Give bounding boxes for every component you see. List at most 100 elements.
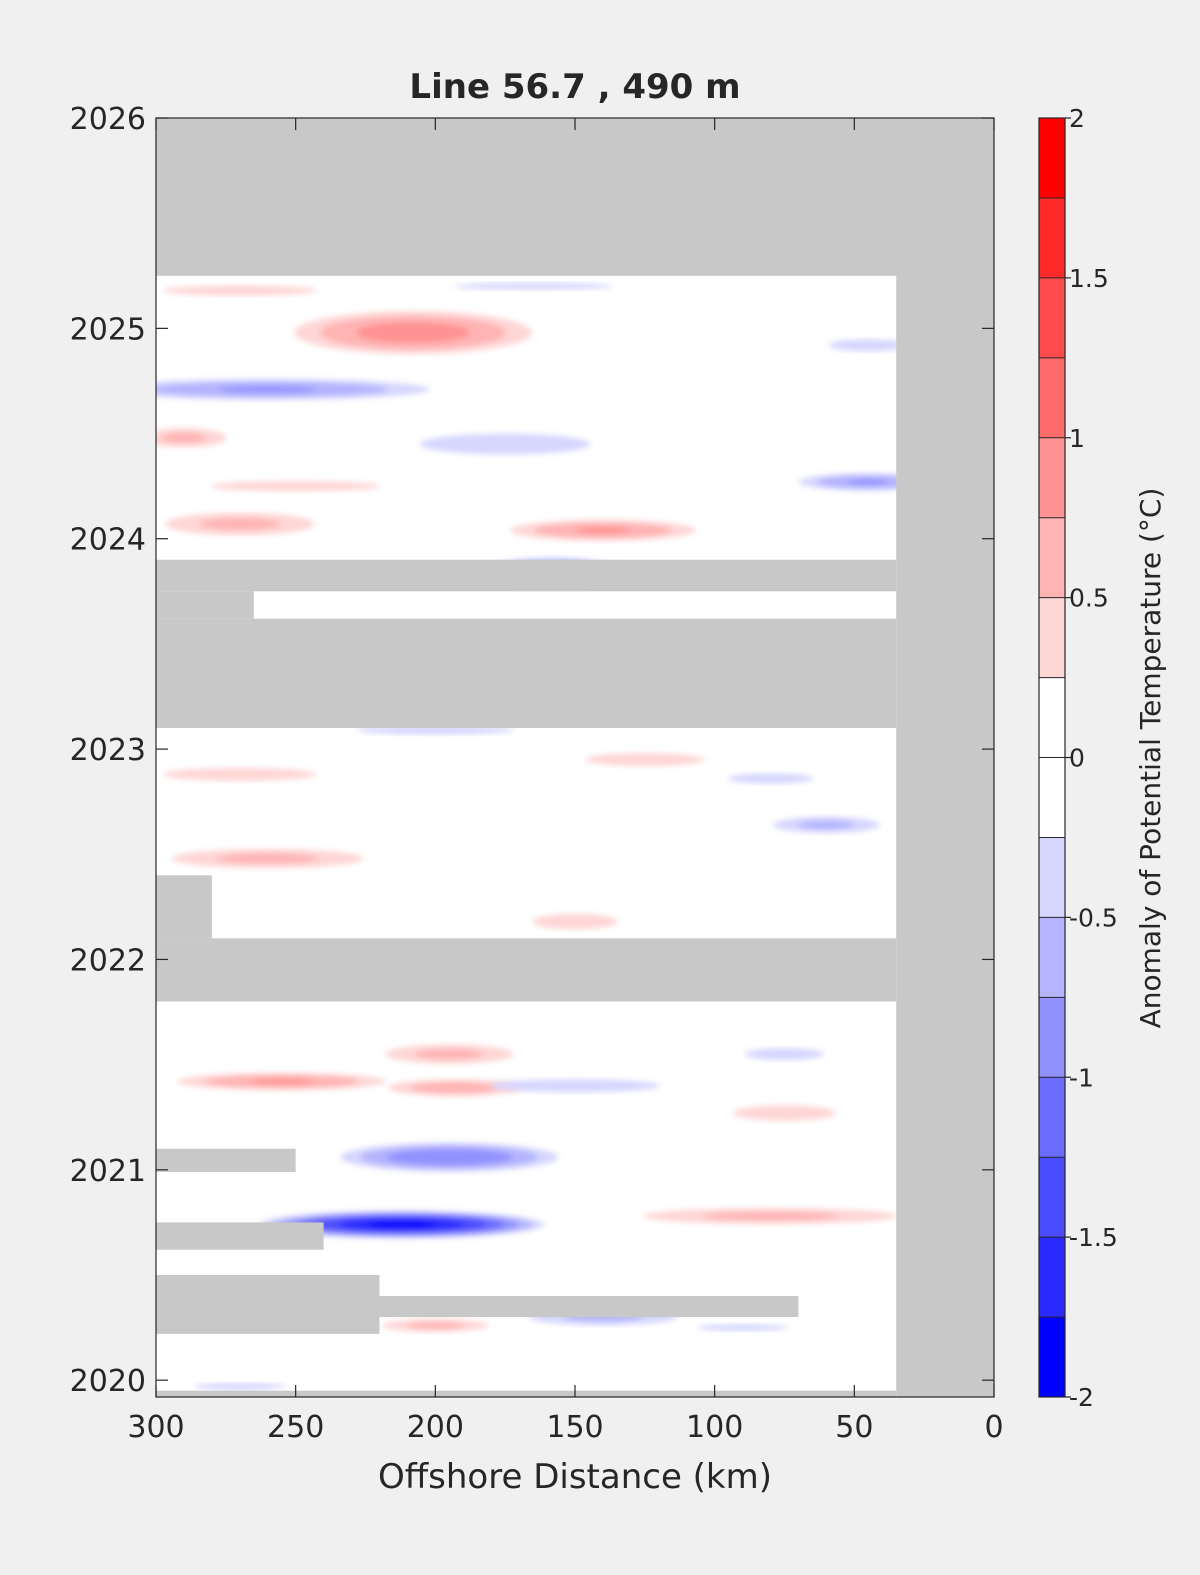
colorbar-swatch-6 [1039,597,1065,678]
no-data-region-5 [156,938,897,1002]
colorbar-label: Anomaly of Potential Temperature (°C) [1134,488,1167,1029]
colorbar-tick-label-8: -2 [1069,1383,1094,1412]
anomaly-feature-29 [194,1383,286,1390]
anomaly-level-25-2 [419,433,591,455]
y-tick-label-2: 2022 [70,943,146,978]
anomaly-level-15-2 [162,767,317,781]
anomaly-feature-3 [385,1044,514,1064]
no-data-region-11 [156,1390,897,1397]
y-tick-label-1: 2021 [70,1154,146,1189]
anomaly-level-24-2 [489,1079,661,1093]
colorbar-swatch-5 [1039,517,1065,598]
anomaly-feature-12 [162,285,317,296]
colorbar-tick-label-4: 0 [1069,744,1085,773]
anomaly-level-30-2 [696,1324,789,1332]
colorbar: 2 1.5 1 0.5 0 -0.5 -1 -1.5 -2 Anomaly of Potenti… [1038,104,1167,1412]
anomaly-feature-1 [510,519,696,541]
x-tick-labels: 300 250 200 150 100 50 0 [127,1410,1003,1445]
x-tick-label-4: 100 [686,1410,743,1445]
plot-area [155,117,995,1398]
anomaly-level-27-2 [727,773,814,784]
anomaly-feature-5 [387,1079,523,1097]
anomaly-feature-2 [165,512,315,536]
anomaly-feature-0 [294,311,532,355]
anomaly-level-12-2 [162,285,317,296]
anomaly-feature-28 [453,282,613,290]
no-data-region-1 [896,118,994,1397]
anomaly-level-3-3 [415,1048,484,1060]
anomaly-feature-22 [828,339,908,352]
colorbar-swatches [1039,118,1065,1397]
anomaly-feature-4 [177,1072,386,1091]
colorbar-tick-label-5: -0.5 [1069,903,1118,932]
anomaly-feature-27 [727,773,814,784]
anomaly-level-2-3 [199,517,280,531]
anomaly-level-14-2 [210,480,382,492]
x-tick-label-5: 50 [835,1410,873,1445]
anomaly-level-9-3 [406,1322,464,1329]
no-data-region-3 [156,559,897,592]
colorbar-swatch-9 [1039,837,1065,918]
anomaly-feature-24 [489,1079,661,1093]
anomaly-level-21-3 [797,820,855,830]
anomaly-feature-26 [744,1048,825,1061]
y-tick-label-0: 2020 [70,1364,146,1399]
x-tick-label-6: 0 [984,1410,1003,1445]
anomaly-feature-6 [171,848,364,869]
colorbar-swatch-11 [1039,997,1065,1078]
chart-title: Line 56.7 , 490 m [409,67,740,107]
no-data-region-2 [156,618,897,729]
anomaly-level-28-2 [453,282,613,290]
colorbar-swatch-14 [1039,1237,1065,1318]
colorbar-tick-label-6: -1 [1069,1063,1094,1092]
anomaly-level-5-3 [410,1082,500,1094]
anomaly-level-10-2 [584,753,705,767]
anomaly-feature-16 [259,1210,545,1239]
anomaly-level-16-8 [367,1221,437,1228]
no-data-region-8 [156,1222,324,1250]
colorbar-tick-label-1: 1.5 [1069,264,1109,293]
anomaly-level-7-3 [702,1211,839,1221]
anomaly-feature-19 [156,378,430,400]
anomaly-feature-25 [419,433,591,455]
no-data-region-4 [156,591,254,619]
anomaly-feature-17 [340,1142,559,1172]
anomaly-level-1-4 [575,527,631,534]
anomaly-level-26-2 [744,1048,825,1061]
x-axis-label: Offshore Distance (km) [378,1457,772,1497]
no-data-region-6 [156,875,212,939]
anomaly-feature-9 [381,1319,489,1332]
anomaly-level-17-4 [386,1148,513,1166]
colorbar-swatch-3 [1039,357,1065,438]
y-tick-labels: 2020 2021 2022 2023 2024 2025 2026 [70,102,146,1399]
anomaly-feature-30 [696,1324,789,1332]
anomaly-level-4-4 [250,1078,314,1085]
colorbar-ticks: 2 1.5 1 0.5 0 -0.5 -1 -1.5 -2 [1039,104,1118,1412]
y-tick-label-6: 2026 [70,102,146,137]
colorbar-swatch-8 [1039,757,1065,838]
colorbar-swatch-0 [1039,118,1065,198]
colorbar-swatch-15 [1039,1317,1065,1397]
y-tick-label-4: 2024 [70,523,146,558]
anomaly-feature-8 [156,428,227,448]
x-tick-label-0: 300 [127,1410,184,1445]
anomaly-level-11-2 [532,913,618,930]
x-tick-label-3: 150 [546,1410,603,1445]
colorbar-swatch-10 [1039,917,1065,998]
anomaly-feature-21 [773,816,880,833]
colorbar-swatch-4 [1039,437,1065,518]
anomaly-level-8-3 [161,432,207,443]
anomaly-level-29-2 [194,1383,286,1390]
no-data-region-0 [156,118,994,276]
anomaly-feature-15 [162,767,317,781]
colorbar-swatch-12 [1039,1077,1065,1158]
anomaly-level-13-2 [733,1105,836,1121]
anomaly-level-22-2 [828,339,908,352]
x-tick-label-1: 250 [267,1410,324,1445]
x-tick-label-2: 200 [407,1410,464,1445]
colorbar-swatch-13 [1039,1157,1065,1238]
anomaly-level-6-3 [216,853,320,864]
no-data-mask [156,118,994,1397]
colorbar-tick-label-7: -1.5 [1069,1223,1118,1252]
